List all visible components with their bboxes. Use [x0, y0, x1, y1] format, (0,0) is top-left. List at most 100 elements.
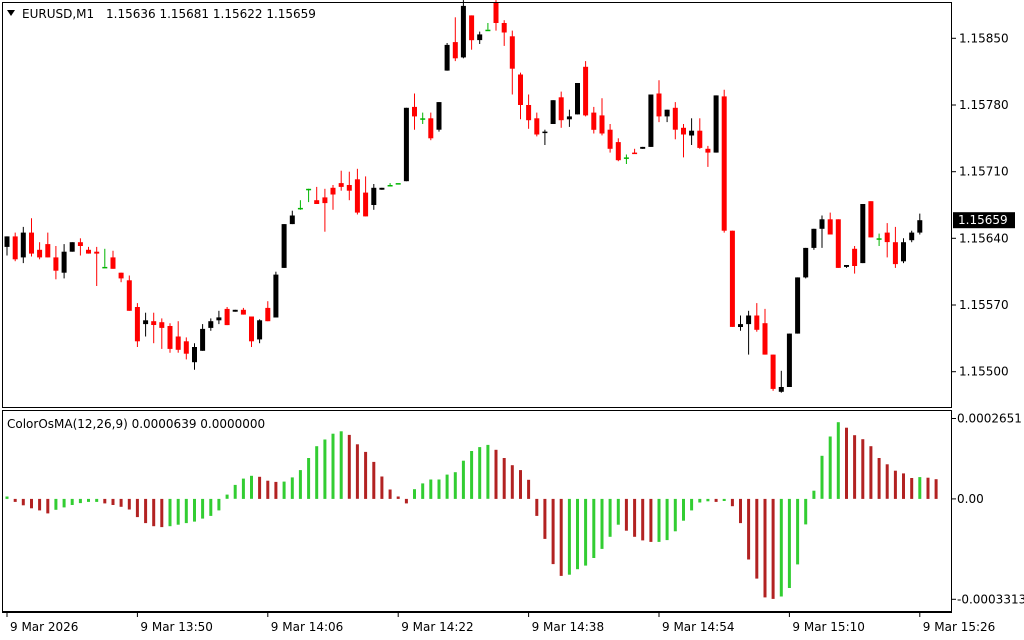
candle[interactable]: [102, 248, 108, 269]
candle[interactable]: [232, 309, 238, 312]
candle[interactable]: [770, 354, 776, 391]
candle[interactable]: [53, 246, 59, 280]
candle[interactable]: [436, 102, 442, 132]
candle[interactable]: [167, 323, 173, 353]
candle[interactable]: [208, 318, 214, 331]
candle[interactable]: [591, 106, 597, 134]
candle[interactable]: [518, 72, 523, 120]
candle[interactable]: [827, 212, 833, 235]
candle[interactable]: [607, 124, 613, 153]
candle[interactable]: [395, 183, 401, 185]
candle[interactable]: [61, 244, 67, 279]
candle[interactable]: [542, 129, 548, 145]
candle[interactable]: [786, 333, 792, 387]
candle[interactable]: [884, 223, 890, 258]
candle[interactable]: [909, 230, 915, 243]
candle[interactable]: [460, 0, 466, 59]
candle[interactable]: [623, 154, 629, 165]
candle[interactable]: [599, 98, 605, 136]
candle[interactable]: [892, 226, 898, 268]
candle[interactable]: [192, 343, 197, 370]
candle[interactable]: [738, 315, 743, 331]
candle[interactable]: [273, 271, 279, 318]
candle[interactable]: [648, 94, 654, 147]
candle[interactable]: [29, 218, 34, 257]
candle[interactable]: [151, 312, 157, 344]
candle[interactable]: [754, 303, 760, 332]
candle[interactable]: [485, 23, 491, 32]
candle[interactable]: [664, 109, 670, 123]
candle[interactable]: [240, 307, 246, 315]
candle[interactable]: [762, 308, 768, 355]
candle[interactable]: [901, 238, 906, 264]
candle[interactable]: [297, 200, 303, 210]
candle[interactable]: [615, 138, 621, 162]
candle[interactable]: [420, 112, 426, 124]
candle[interactable]: [803, 247, 809, 279]
candle[interactable]: [713, 95, 719, 153]
candle[interactable]: [493, 0, 499, 31]
candle[interactable]: [45, 232, 51, 258]
candle[interactable]: [12, 232, 18, 262]
candle[interactable]: [69, 242, 75, 252]
candle[interactable]: [314, 186, 320, 204]
candle[interactable]: [281, 224, 287, 268]
candle[interactable]: [118, 272, 124, 283]
price-axis[interactable]: 1.15850 1.15780 1.15710 1.15640 1.15570 1.155…: [952, 31, 1009, 379]
candle[interactable]: [583, 61, 589, 117]
candle[interactable]: [876, 233, 882, 246]
candle[interactable]: [346, 171, 352, 201]
candle[interactable]: [681, 124, 686, 158]
candle[interactable]: [746, 310, 752, 355]
candle[interactable]: [86, 246, 91, 254]
candle[interactable]: [819, 215, 825, 248]
candle[interactable]: [469, 15, 475, 50]
candle[interactable]: [721, 89, 727, 233]
candle[interactable]: [249, 316, 254, 348]
osma-axis[interactable]: 0.0002651 0.00 -0.0003313: [952, 412, 1024, 607]
candle[interactable]: [183, 337, 189, 360]
candle[interactable]: [509, 30, 515, 95]
candle[interactable]: [868, 201, 874, 238]
candle[interactable]: [444, 43, 450, 71]
candle[interactable]: [306, 188, 312, 203]
candle[interactable]: [126, 275, 132, 311]
candle[interactable]: [558, 91, 564, 128]
candle[interactable]: [77, 238, 83, 256]
candle[interactable]: [534, 112, 540, 137]
candle[interactable]: [566, 109, 572, 127]
candle[interactable]: [159, 318, 165, 349]
dropdown-triangle-icon[interactable]: [7, 10, 15, 16]
candle[interactable]: [354, 168, 360, 215]
candle[interactable]: [216, 310, 222, 325]
candle[interactable]: [94, 246, 100, 286]
candle[interactable]: [640, 146, 646, 149]
candle[interactable]: [37, 242, 43, 260]
candle[interactable]: [257, 319, 263, 344]
candle[interactable]: [110, 250, 116, 269]
candle[interactable]: [852, 246, 858, 274]
candle[interactable]: [4, 236, 10, 256]
candle[interactable]: [795, 277, 801, 334]
candle[interactable]: [412, 93, 417, 130]
time-axis[interactable]: 9 Mar 2026 9 Mar 13:50 9 Mar 14:06 9 Mar 14…: [6, 612, 995, 634]
price-pane[interactable]: [4, 0, 923, 393]
candle[interactable]: [338, 170, 344, 191]
candle[interactable]: [428, 112, 434, 141]
candle[interactable]: [697, 118, 703, 149]
candle[interactable]: [379, 187, 385, 190]
candle[interactable]: [143, 312, 149, 337]
candle[interactable]: [729, 230, 735, 327]
candle[interactable]: [705, 145, 711, 167]
candle[interactable]: [526, 94, 532, 129]
candle[interactable]: [330, 185, 336, 210]
candle[interactable]: [811, 228, 817, 250]
candle[interactable]: [175, 321, 181, 353]
candle[interactable]: [20, 226, 26, 264]
candle[interactable]: [477, 31, 483, 44]
candle[interactable]: [575, 83, 580, 115]
candle[interactable]: [689, 118, 695, 145]
osma-pane[interactable]: [5, 422, 938, 599]
candle[interactable]: [656, 80, 662, 123]
candle[interactable]: [200, 324, 206, 351]
